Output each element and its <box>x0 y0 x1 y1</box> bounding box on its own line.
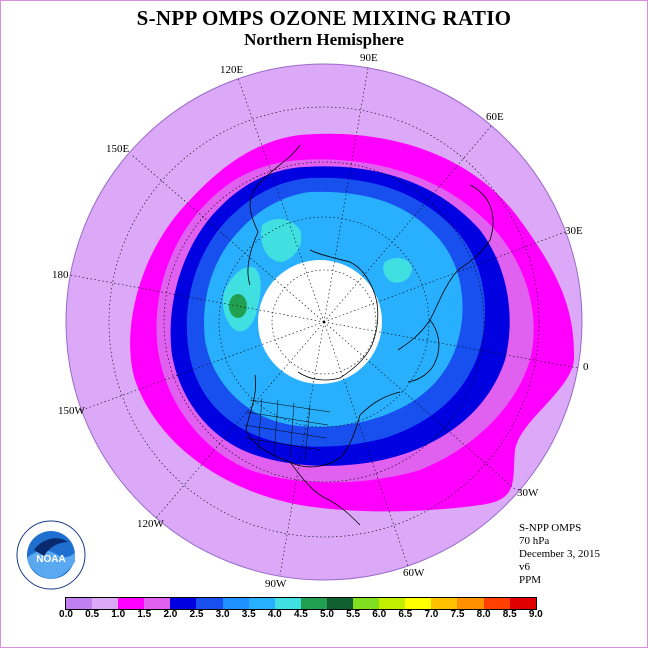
colorbar-segment <box>118 598 145 609</box>
lon-label-150e: 150E <box>106 143 130 155</box>
colorbar-segment <box>431 598 458 609</box>
colorbar-segment <box>457 598 484 609</box>
colorbar-segment <box>300 598 327 609</box>
colorbar-tick-label: 8.5 <box>502 609 517 620</box>
colorbar-segment <box>144 598 171 609</box>
colorbar-segment <box>248 598 275 609</box>
info-version: v6 <box>519 561 530 573</box>
usa-states <box>243 397 331 461</box>
colorbar-segment <box>405 598 432 609</box>
lon-label-120w: 120W <box>137 518 165 530</box>
colorbar-tick-label: 9.0 <box>528 609 543 620</box>
map-title: S-NPP OMPS OZONE MIXING RATIO <box>136 6 512 30</box>
colorbar-tick-label: 4.0 <box>267 609 282 620</box>
band-4-5-to-5-0 <box>229 294 247 318</box>
colorbar-segment <box>353 598 380 609</box>
noaa-logo-text: NOAA <box>36 554 65 565</box>
info-units: PPM <box>519 574 542 586</box>
colorbar-tick-label: 1.0 <box>111 609 126 620</box>
info-pressure: 70 hPa <box>519 535 550 547</box>
lon-label-60w: 60W <box>403 567 425 579</box>
colorbar <box>65 597 537 610</box>
colorbar-tick-label: 0.5 <box>85 609 100 620</box>
colorbar-tick-label: 2.0 <box>163 609 178 620</box>
colorbar-segment <box>66 598 93 609</box>
info-date: December 3, 2015 <box>519 548 600 560</box>
colorbar-tick-label: 0.0 <box>59 609 73 620</box>
lon-label-90w: 90W <box>265 578 287 590</box>
colorbar-segment <box>196 598 223 609</box>
colorbar-tick-label: 7.5 <box>450 609 465 620</box>
lon-label-180: 180 <box>52 269 69 281</box>
colorbar-tick-label: 5.5 <box>346 609 361 620</box>
graticule <box>69 67 579 576</box>
colorbar-tick-label: 4.5 <box>293 609 308 620</box>
colorbar-labels: 0.0 0.5 1.0 1.5 2.0 2.5 3.0 3.5 4.0 4.5 5.0 5.5 6.0 6… <box>0 609 648 623</box>
info-block: S-NPP OMPS 70 hPa December 3, 2015 v6 PP… <box>519 522 600 587</box>
colorbar-tick-label: 6.0 <box>372 609 387 620</box>
colorbar-tick-label: 8.0 <box>476 609 491 620</box>
band-3-5-to-4-0-siberia <box>383 258 412 283</box>
colorbar-segment <box>326 598 354 609</box>
info-instrument: S-NPP OMPS <box>519 522 582 534</box>
lon-label-120e: 120E <box>220 64 244 76</box>
lon-label-30e: 30E <box>565 225 583 237</box>
colorbar-tick-label: 6.5 <box>398 609 413 620</box>
lon-label-30w: 30W <box>517 487 539 499</box>
colorbar-segment <box>170 598 197 609</box>
band-3-5-to-4-0-northpacific <box>261 218 302 262</box>
colorbar-segment <box>274 598 301 609</box>
colorbar-tick-label: 3.5 <box>241 609 256 620</box>
lon-label-60e: 60E <box>486 111 504 123</box>
colorbar-segment <box>222 598 249 609</box>
colorbar-tick-label: 5.0 <box>320 609 334 620</box>
coastlines <box>245 144 494 526</box>
colorbar-segment <box>92 598 119 609</box>
map-subtitle: Northern Hemisphere <box>244 30 404 49</box>
colorbar-tick-label: 3.0 <box>215 609 230 620</box>
colorbar-tick-label: 1.5 <box>137 609 152 620</box>
polar-night-no-data <box>258 260 382 384</box>
colorbar-tick-label: 2.5 <box>189 609 204 620</box>
colorbar-segment <box>379 598 406 609</box>
lon-label-90e: 90E <box>360 52 378 64</box>
colorbar-segment <box>509 598 536 609</box>
colorbar-tick-label: 7.0 <box>424 609 439 620</box>
colorbar-segment <box>483 598 510 609</box>
lon-label-0: 0 <box>583 361 589 373</box>
noaa-logo: NOAA <box>16 520 86 590</box>
lon-label-150w: 150W <box>58 405 86 417</box>
